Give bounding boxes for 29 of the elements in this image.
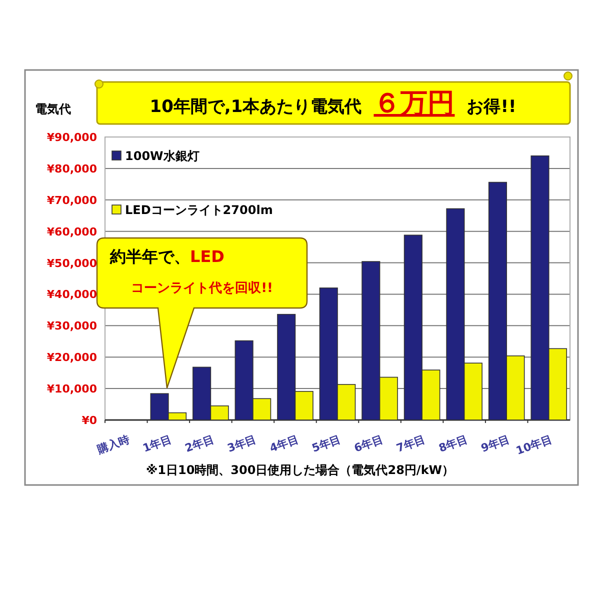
legend-label: LEDコーンライト2700lm bbox=[125, 203, 273, 217]
y-tick-label: ¥30,000 bbox=[46, 320, 98, 333]
legend-label: 100W水銀灯 bbox=[125, 149, 200, 163]
y-tick-label: ¥70,000 bbox=[46, 194, 98, 207]
y-axis-title: 電気代 bbox=[35, 102, 71, 116]
x-tick-label: 8年目 bbox=[437, 432, 470, 455]
y-tick-label: ¥10,000 bbox=[46, 382, 98, 396]
y-tick-label: ¥80,000 bbox=[46, 162, 98, 176]
annotation: LED bbox=[190, 247, 224, 266]
x-tick-label: 7年目 bbox=[394, 432, 428, 455]
x-tick-label: 2年目 bbox=[183, 432, 216, 455]
y-tick-label: ¥90,000 bbox=[46, 131, 98, 144]
x-tick-label: 6年目 bbox=[352, 432, 385, 455]
x-tick-label: 10年目 bbox=[514, 432, 554, 458]
y-tick-label: ¥40,000 bbox=[46, 288, 98, 302]
annotation: コーンライト代を回収!! bbox=[131, 281, 273, 296]
y-tick-label: ¥20,000 bbox=[46, 351, 98, 364]
x-tick-label: 9年目 bbox=[479, 432, 512, 455]
text: ※1日10時間、300日使用した場合（電気代28円/kW） bbox=[146, 463, 454, 477]
y-tick-label: ¥0 bbox=[82, 414, 98, 427]
x-tick-label: 5年目 bbox=[310, 432, 343, 455]
y-tick-label: ¥60,000 bbox=[46, 225, 98, 238]
chart-title: 10年間で,1本あたり電気代 ６万円 お得!! bbox=[150, 88, 516, 119]
x-tick-label: 3年目 bbox=[226, 432, 258, 455]
x-tick-label: 1年目 bbox=[141, 432, 174, 455]
annotation: 約半年で、 bbox=[109, 247, 190, 266]
y-tick-label: ¥50,000 bbox=[46, 256, 98, 270]
x-tick-label: 4年目 bbox=[268, 432, 300, 455]
x-tick-label: 購入時 bbox=[94, 432, 132, 456]
